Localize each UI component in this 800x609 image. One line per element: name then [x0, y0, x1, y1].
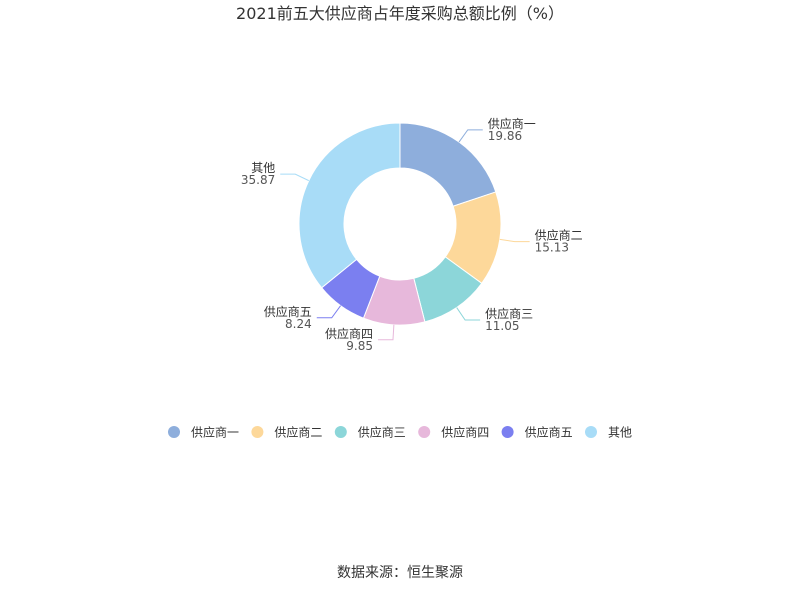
- slice-1-leader-line: [458, 129, 483, 143]
- slice-2-label-value: 15.13: [535, 241, 569, 255]
- legend-marker-icon: [251, 426, 264, 438]
- slice-4-label-name: 供应商四: [325, 326, 373, 341]
- slice-3-label-name: 供应商三: [485, 306, 533, 321]
- slice-1-label-name: 供应商一: [488, 116, 536, 131]
- slice-6-label-value: 35.87: [241, 173, 275, 187]
- slice-5-label-name: 供应商五: [264, 304, 312, 319]
- chart-title: 2021前五大供应商占年度采购总额比例（%）: [236, 4, 564, 23]
- legend-item-5[interactable]: 供应商五: [501, 425, 573, 440]
- slice-3-label-value: 11.05: [485, 319, 519, 333]
- slice-2-leader-line: [499, 238, 530, 243]
- legend-item-3[interactable]: 供应商三: [334, 425, 406, 440]
- legend-marker-icon: [168, 426, 180, 438]
- legend-marker-icon: [585, 426, 597, 438]
- legend-label: 供应商五: [525, 425, 573, 440]
- slice-4-label-value: 9.85: [346, 339, 373, 353]
- legend-marker-icon: [334, 426, 347, 438]
- legend-label: 其他: [608, 426, 632, 440]
- legend-label: 供应商四: [441, 425, 489, 440]
- legend-label: 供应商二: [274, 425, 322, 440]
- donut-slices: [298, 122, 502, 326]
- slice-5-leader-line: [316, 305, 341, 319]
- legend-label: 供应商三: [358, 425, 406, 440]
- slice-1[interactable]: [399, 122, 497, 207]
- slice-2-label-name: 供应商二: [535, 228, 583, 243]
- slice-6-label-name: 其他: [251, 161, 275, 175]
- legend-marker-icon: [418, 426, 431, 438]
- legend-label: 供应商一: [191, 425, 239, 440]
- chart-legend: 供应商一 供应商二 供应商三 供应商四 供应商五 其他: [168, 425, 632, 440]
- slice-1-label-value: 19.86: [488, 129, 522, 143]
- legend-item-6[interactable]: 其他: [585, 426, 632, 440]
- data-source: 数据来源：恒生聚源: [337, 565, 463, 581]
- legend-item-2[interactable]: 供应商二: [251, 425, 322, 440]
- legend-marker-icon: [501, 426, 514, 438]
- slice-5-label-value: 8.24: [285, 317, 312, 331]
- slice-6[interactable]: [298, 122, 401, 289]
- slice-6-leader-line: [280, 173, 310, 182]
- slice-4-leader-line: [377, 324, 395, 341]
- legend-item-4[interactable]: 供应商四: [418, 425, 489, 440]
- slice-3-leader-line: [456, 307, 481, 321]
- legend-item-1[interactable]: 供应商一: [168, 425, 239, 440]
